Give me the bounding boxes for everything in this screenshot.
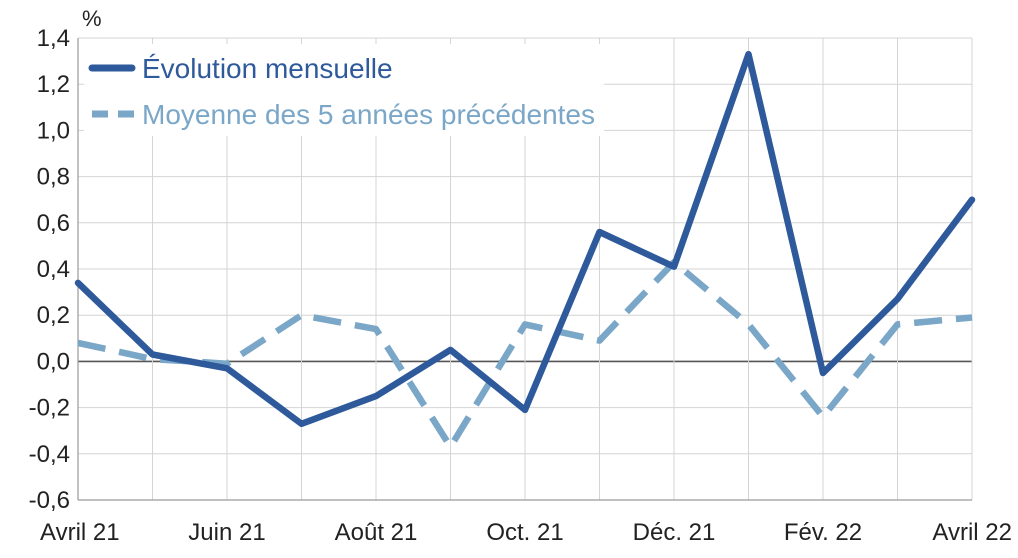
series-0-point (672, 264, 677, 269)
series-1-point (746, 322, 751, 327)
x-tick-label: Fév. 22 (784, 519, 862, 546)
y-tick-label: 0,8 (37, 164, 70, 191)
y-tick-label: -0,2 (29, 395, 70, 422)
y-tick-label: 0,6 (37, 210, 70, 237)
series-1-point (76, 340, 81, 345)
y-tick-label: 0,0 (37, 348, 70, 375)
y-tick-label: 1,4 (37, 25, 70, 52)
legend-label-1: Moyenne des 5 années précédentes (142, 99, 595, 130)
y-tick-label: -0,6 (29, 487, 70, 514)
y-tick-label: 1,0 (37, 117, 70, 144)
series-0-point (150, 352, 155, 357)
axes (77, 38, 972, 501)
series-1-point (597, 338, 602, 343)
series-0-point (523, 407, 528, 412)
series-0-point (970, 197, 975, 202)
series-0-point (299, 421, 304, 426)
series-1-point (895, 322, 900, 327)
x-tick-label: Juin 21 (188, 519, 265, 546)
x-tick-label: Avril 22 (932, 519, 1012, 546)
series-1-point (374, 327, 379, 332)
x-tick-label: Déc. 21 (633, 519, 716, 546)
legend: Évolution mensuelle Moyenne des 5 années… (84, 44, 604, 136)
series-0-point (374, 394, 379, 399)
y-tick-label: 0,2 (37, 302, 70, 329)
y-tick-label: 0,4 (37, 256, 70, 283)
series-0-point (448, 347, 453, 352)
x-tick-label: Août 21 (335, 519, 418, 546)
y-axis-unit: % (82, 6, 102, 31)
y-tick-labels: -0,6 -0,4 -0,2 0,0 0,2 0,4 0,6 0,8 1,0 1,2 1,4 (29, 25, 70, 514)
series-line-1 (77, 258, 973, 451)
series-1-point (448, 444, 453, 449)
series-line-0 (74, 50, 976, 428)
series-0-point (597, 230, 602, 235)
y-tick-label: -0,4 (29, 441, 70, 468)
series-1-point (523, 322, 528, 327)
series-0-point (76, 280, 81, 285)
series-0-point (821, 370, 826, 375)
series-0-point (225, 366, 230, 371)
legend-label-0: Évolution mensuelle (142, 53, 393, 84)
series-1-point (299, 313, 304, 318)
x-tick-labels: Avril 21 Juin 21 Août 21 Oct. 21 Déc. 21 Fév.… (40, 519, 1012, 546)
series-0-point (895, 297, 900, 302)
data-series (74, 50, 976, 451)
x-tick-label: Oct. 21 (486, 519, 563, 546)
series-1-point (821, 414, 826, 419)
y-tick-label: 1,2 (37, 71, 70, 98)
legend-background (84, 44, 604, 136)
x-tick-label: Avril 21 (40, 519, 120, 546)
series-0-point (746, 52, 751, 57)
series-1-point (970, 315, 975, 320)
